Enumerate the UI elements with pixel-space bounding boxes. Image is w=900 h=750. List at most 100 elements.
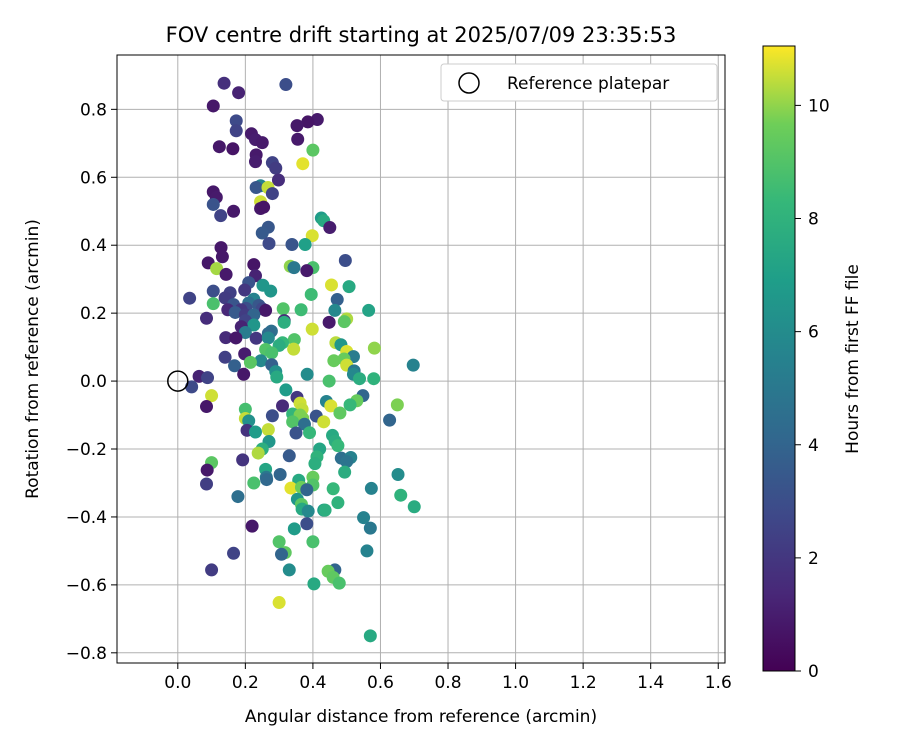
y-tick-label: −0.6: [66, 576, 107, 596]
data-point: [353, 372, 367, 386]
data-point: [308, 457, 322, 471]
data-point: [200, 400, 214, 414]
data-point: [276, 302, 290, 316]
data-point: [228, 305, 242, 319]
colorbar-label: Hours from first FF file: [843, 264, 863, 454]
y-axis: −0.8 −0.6 −0.4 −0.2 0.0 0.2 0.4 0.6 0.8: [66, 100, 117, 664]
data-point: [249, 180, 263, 194]
data-point: [322, 315, 336, 329]
colorbar-tick-label: 10: [808, 96, 830, 116]
data-point: [249, 331, 263, 345]
data-point: [277, 315, 291, 329]
data-point: [287, 333, 301, 347]
data-point: [287, 342, 301, 356]
data-point: [237, 367, 251, 381]
data-point: [231, 490, 245, 504]
data-point: [236, 453, 250, 467]
data-point: [229, 114, 243, 128]
data-point: [287, 522, 301, 536]
data-point: [229, 124, 243, 138]
data-point: [264, 284, 278, 298]
data-point: [200, 311, 214, 325]
data-point: [328, 303, 342, 317]
data-point: [272, 535, 286, 549]
data-point: [323, 221, 337, 235]
data-point: [265, 409, 279, 423]
data-point: [340, 455, 354, 469]
data-point: [219, 267, 233, 281]
data-point: [324, 278, 338, 292]
data-point: [238, 402, 252, 416]
data-point: [406, 358, 420, 372]
x-tick-label: 1.6: [705, 673, 732, 693]
data-point: [391, 467, 405, 481]
data-point: [270, 370, 284, 384]
data-point: [279, 78, 293, 92]
x-tick-label: 0.4: [299, 673, 326, 693]
data-point: [205, 563, 219, 577]
data-point: [306, 143, 320, 157]
data-point: [279, 383, 293, 397]
data-point: [367, 372, 381, 386]
data-point: [183, 291, 197, 305]
data-point: [238, 283, 252, 297]
data-point: [300, 483, 314, 497]
data-point: [338, 465, 352, 479]
data-point: [286, 415, 300, 429]
data-point: [327, 354, 341, 368]
data-point: [330, 293, 344, 307]
data-point: [228, 359, 242, 373]
data-point: [206, 297, 220, 311]
data-point: [255, 136, 269, 150]
data-point: [322, 374, 336, 388]
data-point: [285, 238, 299, 252]
data-point: [363, 629, 377, 643]
data-point: [261, 423, 275, 437]
legend-box: [440, 63, 718, 102]
x-axis: 0.0 0.2 0.4 0.6 0.8 1.0 1.2 1.4 1.6: [164, 663, 732, 693]
data-point: [238, 326, 252, 340]
data-point: [272, 596, 286, 610]
data-point: [357, 511, 371, 525]
data-point: [383, 413, 397, 427]
data-point: [289, 426, 303, 440]
data-point: [304, 287, 318, 301]
y-tick-label: 0.0: [80, 372, 107, 392]
y-tick-label: −0.2: [66, 440, 107, 460]
data-point: [331, 496, 345, 510]
data-point: [200, 463, 214, 477]
data-point: [367, 341, 381, 355]
data-point: [306, 535, 320, 549]
y-tick-label: −0.8: [66, 644, 107, 664]
data-point: [217, 76, 231, 90]
colorbar-tick-label: 6: [808, 323, 819, 343]
y-tick-label: 0.6: [80, 168, 107, 188]
colorbar-ticks: 0 2 4 6 8 10: [795, 96, 830, 682]
data-point: [305, 322, 319, 336]
data-point: [290, 119, 304, 133]
x-tick-label: 1.4: [637, 673, 664, 693]
data-point: [362, 303, 376, 317]
data-point: [360, 544, 374, 558]
data-point: [307, 577, 321, 591]
data-point: [206, 284, 220, 298]
data-point: [245, 519, 259, 533]
colorbar-tick-label: 8: [808, 210, 819, 230]
x-tick-label: 0.6: [367, 673, 394, 693]
x-tick-label: 1.2: [570, 673, 597, 693]
data-point: [333, 406, 347, 420]
data-point: [247, 318, 261, 332]
data-point: [282, 449, 296, 463]
data-point: [284, 481, 298, 495]
data-point: [251, 446, 265, 460]
y-tick-label: −0.4: [66, 508, 107, 528]
data-point: [274, 547, 288, 561]
data-point: [390, 398, 404, 412]
data-point: [200, 477, 214, 491]
data-point: [227, 546, 241, 560]
data-point: [287, 261, 301, 275]
data-point: [301, 504, 315, 518]
legend: Reference platepar: [440, 63, 718, 102]
grid-lines: [117, 55, 725, 663]
